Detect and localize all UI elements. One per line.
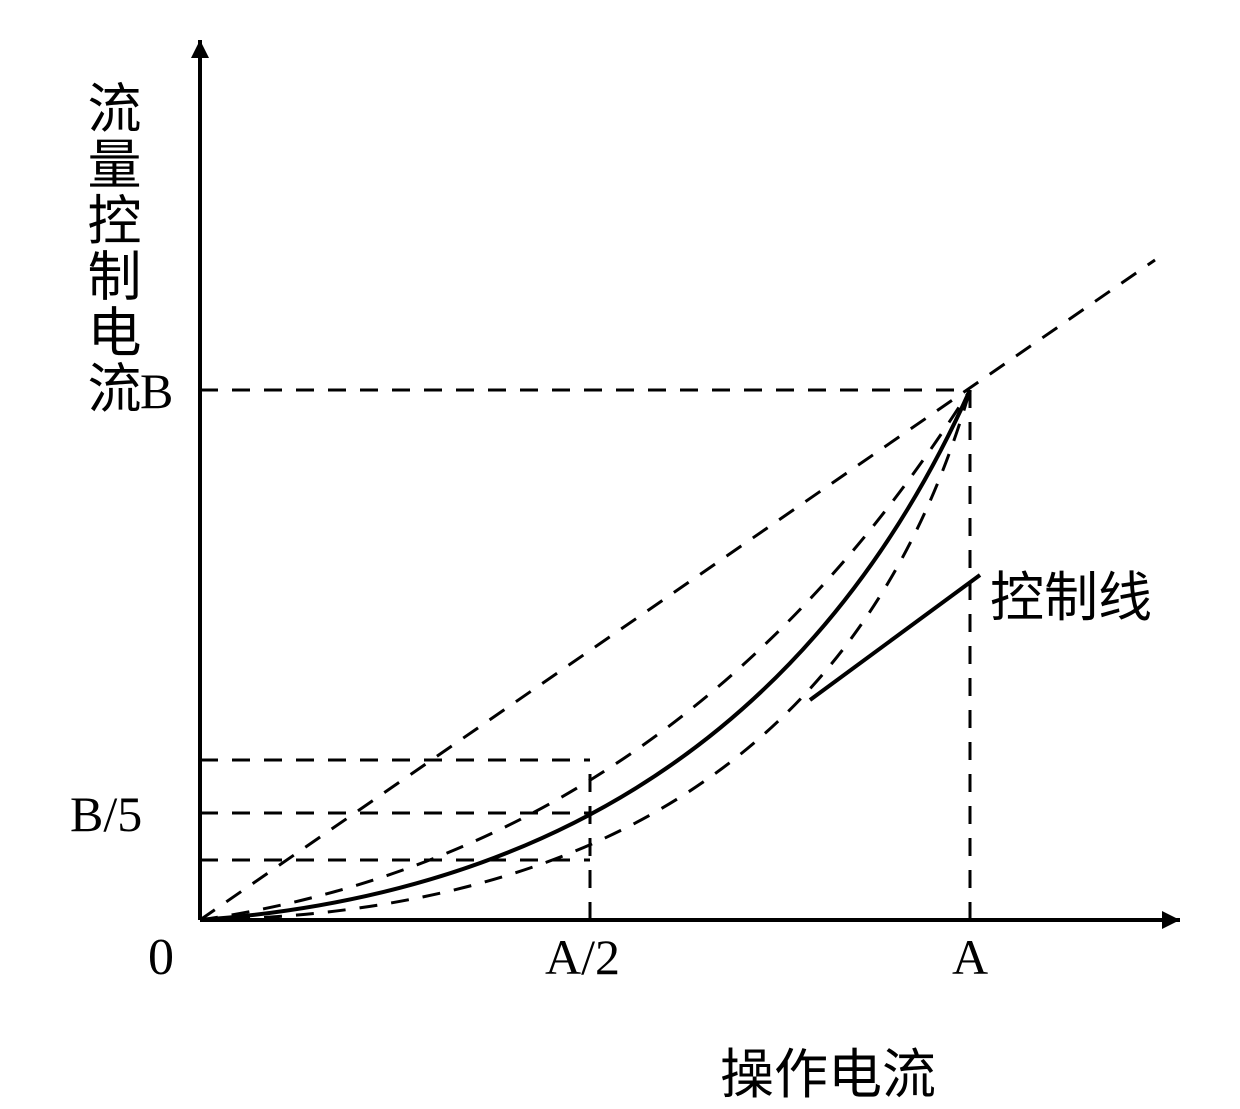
- x-axis-label: 操作电流: [720, 1030, 936, 1109]
- x-tick-a2: A/2: [545, 928, 620, 986]
- x-tick-a: A: [952, 928, 988, 986]
- y-tick-b: B: [140, 362, 173, 420]
- chart-svg: [0, 0, 1240, 1095]
- origin-label: 0: [148, 928, 174, 987]
- y-tick-b5: B/5: [70, 785, 142, 843]
- control-line-annotation: 控制线: [990, 553, 1152, 632]
- chart-container: 流量控制电流 操作电流 控制线 0 B B/5 A/2 A: [0, 0, 1240, 1095]
- y-axis-label: 流量控制电流: [70, 80, 149, 416]
